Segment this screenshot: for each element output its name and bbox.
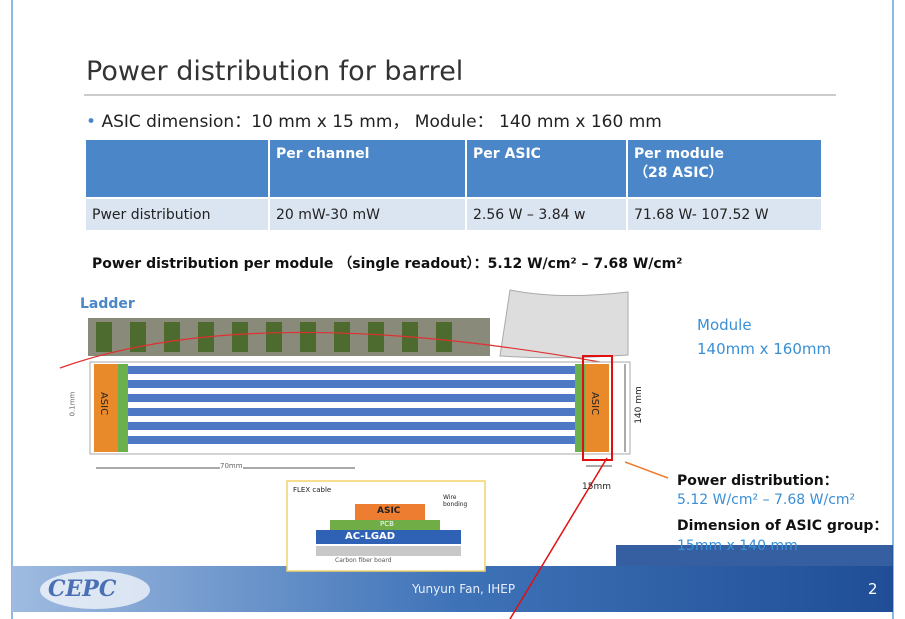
inset-label: Carbon fiber board bbox=[335, 557, 392, 564]
header-note: （28 ASIC） bbox=[634, 165, 723, 181]
callout-arrow bbox=[625, 462, 668, 478]
side-heading: Dimension of ASIC group： bbox=[677, 515, 887, 535]
ladder-label: Ladder bbox=[80, 296, 135, 312]
carbon-layer bbox=[316, 546, 461, 556]
header-cell bbox=[86, 140, 269, 198]
header-cell: Per module （28 ASIC） bbox=[627, 140, 822, 198]
ladder bbox=[88, 318, 490, 356]
slide-title: Power distribution for barrel bbox=[86, 56, 463, 87]
side-value: 5.12 W/cm² – 7.68 W/cm² bbox=[677, 492, 855, 508]
asic-label: ASIC bbox=[589, 392, 600, 415]
page-number: 2 bbox=[868, 580, 878, 598]
side-value: 15mm x 140 mm bbox=[677, 538, 798, 554]
module-size: 140mm x 160mm bbox=[697, 340, 831, 358]
dimension-label: 70mm bbox=[220, 462, 243, 470]
header-row: Per channel Per ASIC Per module （28 ASIC） bbox=[86, 140, 822, 198]
header-cell: Per ASIC bbox=[466, 140, 627, 198]
cell: Pwer distribution bbox=[86, 198, 269, 230]
pcb-strip bbox=[118, 364, 128, 452]
header-text: Per module bbox=[634, 146, 724, 162]
inset-label: Wire bonding bbox=[443, 494, 479, 508]
logo: CEPC bbox=[48, 576, 116, 602]
dimension-label: 140 mm bbox=[634, 386, 644, 424]
inset-label: ASIC bbox=[377, 506, 400, 516]
data-row: Pwer distribution 20 mW-30 mW 2.56 W – 3… bbox=[86, 198, 822, 230]
footer-author: Yunyun Fan, IHEP bbox=[412, 582, 515, 596]
slide: Power distribution for barrel • ASIC dim… bbox=[0, 0, 905, 619]
side-heading: Power distribution： bbox=[677, 470, 838, 490]
inset-label: FLEX cable bbox=[293, 486, 331, 494]
header-cell: Per channel bbox=[269, 140, 466, 198]
bullet-text: ASIC dimension：10 mm x 15 mm， Module： 14… bbox=[101, 112, 661, 132]
dimension-label: 15mm bbox=[582, 482, 611, 492]
summary: Power distribution per module （single re… bbox=[92, 253, 682, 273]
bullet: • ASIC dimension：10 mm x 15 mm， Module： … bbox=[86, 107, 662, 132]
dimension-label: 0.1mm bbox=[68, 392, 76, 417]
inset-label: PCB bbox=[380, 520, 394, 528]
inset-label: AC-LGAD bbox=[345, 531, 395, 542]
asic-label: ASIC bbox=[98, 392, 109, 415]
cell: 2.56 W – 3.84 w bbox=[466, 198, 627, 230]
power-table: Per channel Per ASIC Per module （28 ASIC）… bbox=[86, 140, 823, 230]
cell: 20 mW-30 mW bbox=[269, 198, 466, 230]
barrel-sketch bbox=[500, 290, 628, 358]
module-label: Module bbox=[697, 316, 752, 334]
cell: 71.68 W- 107.52 W bbox=[627, 198, 822, 230]
